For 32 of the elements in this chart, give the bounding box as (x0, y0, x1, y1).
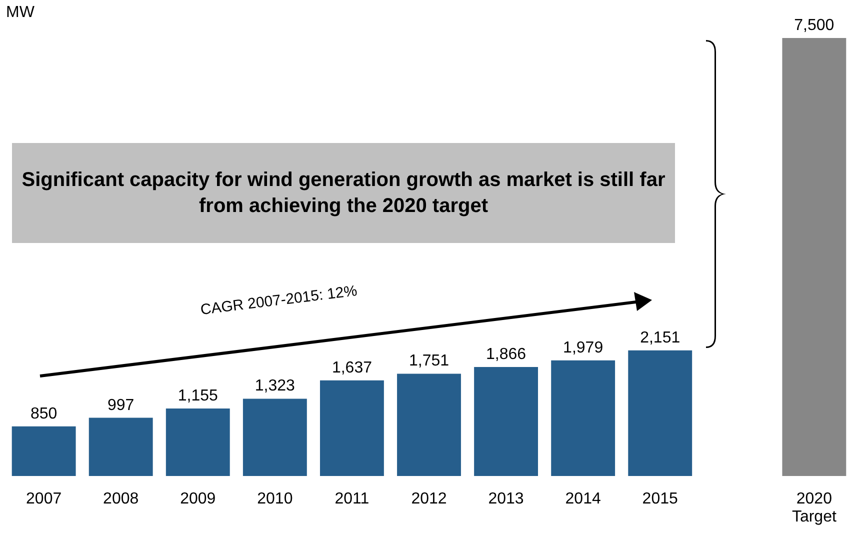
data-label: 1,979 (563, 339, 604, 356)
bar (397, 374, 461, 476)
x-tick-label: 2015 (642, 490, 678, 508)
bar (88, 418, 153, 476)
y-axis-title: MW (6, 4, 34, 22)
data-label: 2,151 (640, 329, 680, 346)
x-tick-label: 2011 (334, 490, 370, 508)
bar (166, 408, 230, 476)
data-label: 1,866 (486, 346, 526, 364)
x-tick-label: 2020 Target (792, 490, 837, 526)
bar (320, 380, 384, 476)
data-label: 997 (108, 396, 134, 414)
bar (474, 367, 538, 476)
data-label: 1,637 (332, 359, 372, 376)
bar (782, 38, 846, 476)
x-tick-label: 2013 (488, 490, 524, 508)
data-label: 7,500 (794, 17, 834, 34)
data-label: 1,155 (178, 388, 218, 405)
bar (12, 426, 76, 476)
data-label: 850 (30, 405, 58, 422)
x-tick-label: 2007 (26, 490, 62, 508)
x-tick-label: 2008 (103, 490, 139, 508)
bar (628, 350, 692, 476)
data-label: 1,323 (254, 378, 296, 395)
data-label: 1,751 (408, 352, 450, 370)
annotation: CAGR 2007-2015: 12% (200, 282, 358, 319)
x-tick-label: 2014 (565, 490, 601, 508)
x-tick-label: 2010 (257, 490, 293, 508)
x-tick-label: 2009 (180, 490, 216, 508)
bar (242, 398, 307, 476)
x-tick-label: 2012 (411, 490, 447, 508)
bar (551, 360, 616, 476)
